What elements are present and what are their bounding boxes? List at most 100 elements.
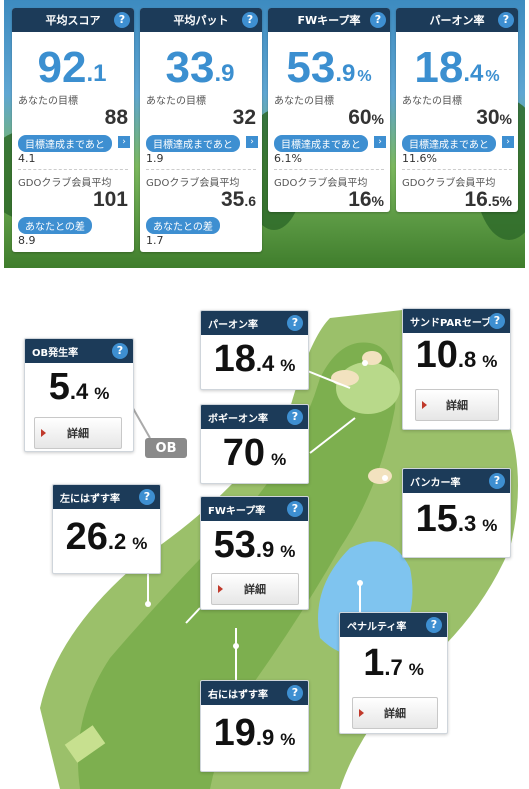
stat-value: 26.2% bbox=[65, 516, 148, 558]
connector-dot bbox=[145, 601, 151, 607]
avg-label: GDOクラブ会員平均 bbox=[146, 178, 240, 189]
connector-dot bbox=[362, 360, 368, 366]
help-icon[interactable]: ? bbox=[114, 12, 130, 28]
to-goal-label: 目標達成まであと bbox=[18, 135, 112, 152]
help-icon[interactable]: ? bbox=[489, 473, 505, 489]
avg-value: 16.5% bbox=[464, 188, 513, 211]
stat-value: 70% bbox=[222, 432, 287, 474]
help-icon[interactable]: ? bbox=[287, 685, 303, 701]
stat-title: パーオン率 bbox=[208, 319, 258, 331]
help-icon[interactable]: ? bbox=[139, 489, 155, 505]
connector-dot bbox=[382, 475, 388, 481]
stat-box-right-miss: 右にはずす率? 19.9% bbox=[200, 680, 309, 772]
connector-dot bbox=[357, 580, 363, 586]
stat-value: 1.7% bbox=[363, 642, 424, 684]
connector-dot bbox=[233, 643, 239, 649]
goal-value: 30% bbox=[476, 106, 512, 129]
ob-tag: OB bbox=[145, 438, 187, 458]
diff-label: あなたとの差 bbox=[146, 217, 220, 234]
stat-title: サンドPARセーブ率 bbox=[410, 317, 502, 329]
stat-box-sand-save: サンドPARセーブ率? 10.8% 詳細 bbox=[402, 308, 511, 430]
help-icon[interactable]: ? bbox=[242, 12, 258, 28]
stat-box-par-on: パーオン率? 18.4% bbox=[200, 310, 309, 390]
diff-value: 8.9 bbox=[18, 234, 36, 247]
summary-card-fw-keep: FWキープ率? 53.9% あなたの目標 60% 目標達成まであと › 6.1% … bbox=[268, 8, 390, 212]
stat-title: バンカー率 bbox=[410, 477, 461, 489]
to-goal-value: 6.1% bbox=[274, 152, 302, 165]
card-header: FWキープ率? bbox=[268, 8, 390, 32]
main-value: 92.1 bbox=[37, 43, 107, 92]
detail-button[interactable]: 詳細 bbox=[352, 697, 438, 729]
stat-box-left-miss: 左にはずす率? 26.2% bbox=[52, 484, 161, 574]
stat-box-fw-keep: FWキープ率? 53.9% 詳細 bbox=[200, 496, 309, 610]
bunker-shape bbox=[368, 468, 392, 484]
summary-card-average-putt: 平均パット? 33.9 あなたの目標 32 目標達成まであと › 1.9 GDOク… bbox=[140, 8, 262, 252]
stat-value: 5.4% bbox=[48, 366, 110, 408]
main-value: 18.4% bbox=[414, 43, 500, 92]
card-header: 平均パット? bbox=[140, 8, 262, 32]
course-map: OB発生率? 5.4% 詳細 OB 左にはずす率? 26.2% パーオン率? 1… bbox=[0, 288, 529, 789]
goal-value: 32 bbox=[232, 106, 256, 129]
help-icon[interactable]: ? bbox=[489, 313, 505, 329]
goal-label: あなたの目標 bbox=[274, 96, 334, 107]
card-header: パーオン率? bbox=[396, 8, 518, 32]
avg-value: 101 bbox=[92, 188, 128, 211]
to-goal-label: 目標達成まであと bbox=[146, 135, 240, 152]
arrow-right-icon[interactable]: › bbox=[246, 136, 258, 148]
main-value: 33.9 bbox=[165, 43, 235, 92]
help-icon[interactable]: ? bbox=[498, 12, 514, 28]
avg-value: 16% bbox=[348, 188, 384, 211]
stat-box-ob: OB発生率? 5.4% 詳細 bbox=[24, 338, 134, 452]
stat-value: 10.8% bbox=[415, 334, 498, 376]
stat-value: 18.4% bbox=[213, 338, 296, 380]
card-title: 平均パット bbox=[173, 14, 229, 27]
help-icon[interactable]: ? bbox=[287, 409, 303, 425]
stat-title: ボギーオン率 bbox=[208, 413, 268, 425]
to-goal-value: 4.1 bbox=[18, 152, 36, 165]
help-icon[interactable]: ? bbox=[287, 501, 303, 517]
avg-label: GDOクラブ会員平均 bbox=[274, 178, 368, 189]
detail-button[interactable]: 詳細 bbox=[415, 389, 499, 421]
goal-label: あなたの目標 bbox=[18, 96, 78, 107]
stat-value: 53.9% bbox=[213, 524, 296, 566]
connector-line bbox=[309, 417, 356, 454]
stat-value: 15.3% bbox=[415, 498, 498, 540]
stat-box-bogey-on: ボギーオン率? 70% bbox=[200, 404, 309, 484]
summary-panel: 平均スコア? 92.1 あなたの目標 88 目標達成まであと › 4.1 GDOク… bbox=[4, 0, 525, 268]
main-value: 53.9% bbox=[286, 43, 372, 92]
connector-line bbox=[185, 607, 201, 624]
to-goal-label: 目標達成まであと bbox=[274, 135, 368, 152]
summary-card-average-score: 平均スコア? 92.1 あなたの目標 88 目標達成まであと › 4.1 GDOク… bbox=[12, 8, 134, 252]
bunker-shape bbox=[331, 370, 359, 386]
card-title: パーオン率 bbox=[429, 14, 485, 27]
detail-button[interactable]: 詳細 bbox=[34, 417, 122, 449]
stat-title: ペナルティ率 bbox=[347, 621, 407, 633]
help-icon[interactable]: ? bbox=[287, 315, 303, 331]
card-title: FWキープ率 bbox=[297, 14, 361, 27]
stat-box-penalty: ペナルティ率? 1.7% 詳細 bbox=[339, 612, 448, 734]
arrow-right-icon[interactable]: › bbox=[374, 136, 386, 148]
green-shape bbox=[336, 362, 400, 414]
stat-title: 右にはずす率 bbox=[208, 689, 268, 701]
avg-label: GDOクラブ会員平均 bbox=[402, 178, 496, 189]
card-title: 平均スコア bbox=[45, 14, 101, 27]
diff-value: 1.7 bbox=[146, 234, 164, 247]
help-icon[interactable]: ? bbox=[112, 343, 128, 359]
diff-label: あなたとの差 bbox=[18, 217, 92, 234]
detail-button[interactable]: 詳細 bbox=[211, 573, 299, 605]
summary-card-par-on: パーオン率? 18.4% あなたの目標 30% 目標達成まであと › 11.6% … bbox=[396, 8, 518, 212]
card-header: 平均スコア? bbox=[12, 8, 134, 32]
goal-label: あなたの目標 bbox=[402, 96, 462, 107]
to-goal-value: 1.9 bbox=[146, 152, 164, 165]
avg-label: GDOクラブ会員平均 bbox=[18, 178, 112, 189]
stat-title: 左にはずす率 bbox=[60, 493, 120, 505]
arrow-right-icon[interactable]: › bbox=[118, 136, 130, 148]
arrow-right-icon[interactable]: › bbox=[502, 136, 514, 148]
stat-value: 19.9% bbox=[213, 712, 296, 754]
stat-title: OB発生率 bbox=[32, 347, 79, 359]
help-icon[interactable]: ? bbox=[370, 12, 386, 28]
help-icon[interactable]: ? bbox=[426, 617, 442, 633]
goal-label: あなたの目標 bbox=[146, 96, 206, 107]
goal-value: 88 bbox=[104, 106, 128, 129]
stat-box-bunker: バンカー率? 15.3% bbox=[402, 468, 511, 558]
